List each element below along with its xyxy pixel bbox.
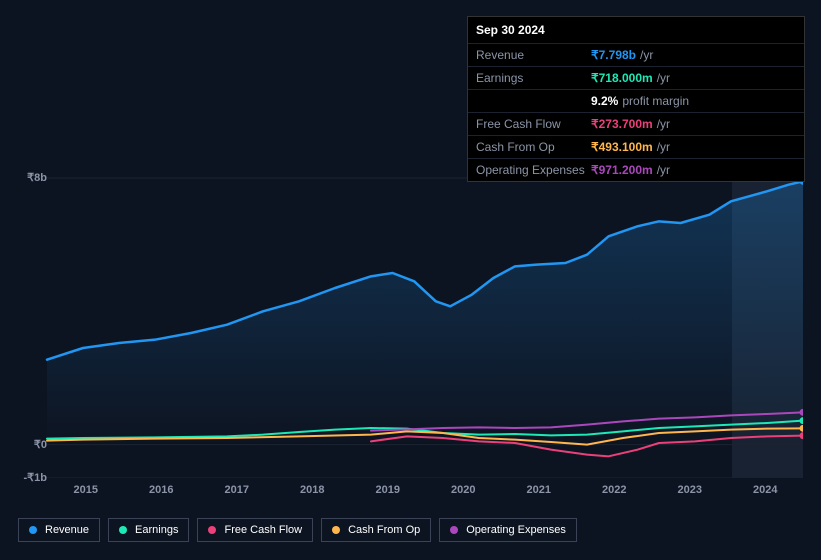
x-axis-tick: 2015 [74,484,98,496]
legend-label: Cash From Op [348,524,420,536]
y-axis-label: ₹8b [17,171,47,184]
x-axis-tick: 2022 [602,484,626,496]
legend-item[interactable]: Operating Expenses [439,518,577,542]
tooltip-row: Free Cash Flow₹273.700m/yr [468,113,804,136]
legend-label: Free Cash Flow [224,524,302,536]
legend-dot [450,526,458,534]
legend-dot [332,526,340,534]
x-axis-tick: 2019 [376,484,400,496]
legend-dot [208,526,216,534]
legend-label: Revenue [45,524,89,536]
tooltip-label: Free Cash Flow [476,117,591,131]
tooltip-row: Earnings₹718.000m/yr [468,67,804,90]
legend-item[interactable]: Cash From Op [321,518,431,542]
x-axis-tick: 2017 [225,484,249,496]
tooltip-row: 9.2% profit margin [468,90,804,113]
x-axis-tick: 2021 [527,484,551,496]
x-axis-tick: 2016 [149,484,173,496]
tooltip-value: ₹273.700m [591,117,653,131]
tooltip-value: ₹718.000m [591,71,653,85]
legend: Revenue Earnings Free Cash Flow Cash From O… [18,518,577,542]
tooltip-label [476,94,591,108]
chart-tooltip: Sep 30 2024 Revenue₹7.798b/yrEarnings₹71… [467,16,805,182]
tooltip-label: Earnings [476,71,591,85]
tooltip-unit: /yr [657,140,670,154]
y-axis-label: ₹0 [17,438,47,451]
tooltip-row: Revenue₹7.798b/yr [468,44,804,67]
tooltip-unit: /yr [640,48,653,62]
chart-area[interactable] [17,160,803,478]
tooltip-row: Cash From Op₹493.100m/yr [468,136,804,159]
legend-item[interactable]: Revenue [18,518,100,542]
tooltip-value: ₹7.798b [591,48,636,62]
legend-dot [119,526,127,534]
tooltip-unit: /yr [657,71,670,85]
x-axis-tick: 2018 [300,484,324,496]
tooltip-value: 9.2% [591,94,618,108]
legend-item[interactable]: Free Cash Flow [197,518,313,542]
tooltip-date: Sep 30 2024 [468,17,804,44]
tooltip-value: ₹971.200m [591,163,653,177]
tooltip-label: Revenue [476,48,591,62]
x-axis-tick: 2024 [753,484,777,496]
legend-dot [29,526,37,534]
tooltip-unit: /yr [657,163,670,177]
tooltip-label: Cash From Op [476,140,591,154]
x-axis-labels: 2015 2016 2017 2018 2019 2020 2021 2022 2023 2024 [48,484,803,496]
tooltip-unit: /yr [657,117,670,131]
tooltip-row: Operating Expenses₹971.200m/yr [468,159,804,181]
legend-item[interactable]: Earnings [108,518,189,542]
tooltip-value: ₹493.100m [591,140,653,154]
legend-label: Earnings [135,524,178,536]
tooltip-label: Operating Expenses [476,163,591,177]
x-axis-tick: 2023 [678,484,702,496]
tooltip-unit: profit margin [622,94,689,108]
x-axis-tick: 2020 [451,484,475,496]
y-axis-label: -₹1b [17,471,47,484]
legend-label: Operating Expenses [466,524,566,536]
